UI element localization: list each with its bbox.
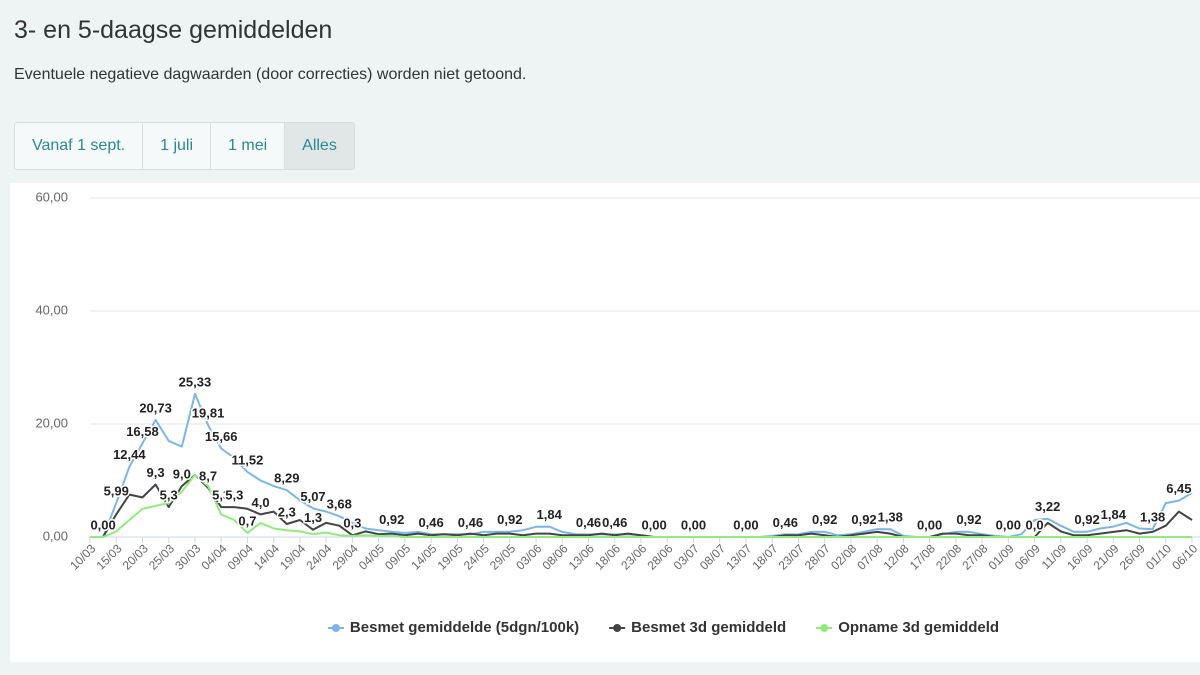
legend-label: Besmet gemiddelde (5dgn/100k) bbox=[350, 619, 579, 636]
data-label: 5,07 bbox=[300, 489, 325, 504]
data-label: 1,3 bbox=[304, 510, 322, 525]
data-label: 0,00 bbox=[641, 517, 666, 532]
y-tick-label: 40,00 bbox=[35, 302, 68, 317]
data-label: 0,00 bbox=[917, 517, 942, 532]
data-label: 0,92 bbox=[1074, 512, 1099, 527]
data-label: 2,3 bbox=[278, 504, 296, 519]
data-label: 5,99 bbox=[104, 484, 129, 499]
page-title: 3- en 5-daagse gemiddelden bbox=[14, 16, 333, 44]
data-label: 0,46 bbox=[602, 515, 627, 530]
data-label: 0,7 bbox=[238, 513, 256, 528]
data-label: 5,3 bbox=[225, 487, 243, 502]
data-label: 12,44 bbox=[113, 447, 146, 462]
legend-label: Besmet 3d gemiddeld bbox=[631, 619, 786, 636]
data-label: 0,46 bbox=[418, 515, 443, 530]
legend: Besmet gemiddelde (5dgn/100k) Besmet 3d g… bbox=[327, 619, 999, 636]
data-label: 6,45 bbox=[1166, 481, 1191, 496]
data-label: 0,00 bbox=[733, 517, 758, 532]
data-label: 3,68 bbox=[327, 497, 352, 512]
data-label: 4,0 bbox=[252, 495, 270, 510]
data-label: 9,3 bbox=[147, 465, 165, 480]
data-label: 0,92 bbox=[497, 512, 522, 527]
legend-swatch-marker bbox=[331, 624, 340, 632]
data-label: 19,81 bbox=[192, 406, 225, 421]
range-button[interactable]: 1 juli bbox=[143, 123, 212, 169]
data-label: 0,92 bbox=[812, 512, 837, 527]
legend-label: Opname 3d gemiddeld bbox=[838, 619, 999, 636]
y-tick-label: 20,00 bbox=[35, 415, 68, 430]
legend-item: Besmet 3d gemiddeld bbox=[609, 619, 786, 636]
range-button[interactable]: Alles bbox=[285, 123, 354, 169]
data-label: 1,38 bbox=[1140, 510, 1165, 525]
data-label: 0,92 bbox=[851, 512, 876, 527]
page-subtitle: Eventuele negatieve dagwaarden (door cor… bbox=[14, 66, 527, 83]
legend-swatch-marker bbox=[820, 624, 829, 632]
data-label: 0,0 bbox=[1026, 517, 1044, 532]
series-line bbox=[90, 473, 1192, 538]
data-label: 0,46 bbox=[576, 515, 601, 530]
data-label: 1,38 bbox=[878, 510, 903, 525]
data-label: 9,0 bbox=[173, 467, 191, 482]
data-label: 0,92 bbox=[379, 512, 404, 527]
chart-panel bbox=[10, 183, 1200, 662]
data-label: 0,46 bbox=[458, 515, 483, 530]
data-label: 1,84 bbox=[1101, 507, 1127, 522]
data-label: 20,73 bbox=[139, 400, 172, 415]
legend-swatch-marker bbox=[613, 624, 622, 632]
data-label: 1,84 bbox=[537, 507, 563, 522]
data-label: 8,7 bbox=[199, 468, 217, 483]
data-label: 0,00 bbox=[90, 517, 115, 532]
range-button[interactable]: 1 mei bbox=[211, 123, 286, 169]
data-label: 0,00 bbox=[996, 517, 1021, 532]
data-label: 0,3 bbox=[343, 516, 361, 531]
data-label: 0,92 bbox=[956, 512, 981, 527]
data-label: 16,58 bbox=[126, 424, 159, 439]
legend-item: Opname 3d gemiddeld bbox=[816, 619, 999, 636]
data-label: 11,52 bbox=[232, 452, 264, 467]
data-label: 8,29 bbox=[274, 471, 299, 486]
data-label: 15,66 bbox=[205, 429, 238, 444]
data-label: 25,33 bbox=[179, 374, 212, 389]
y-tick-label: 0,00 bbox=[43, 528, 68, 543]
range-buttons: Vanaf 1 sept. 1 juli 1 mei Alles bbox=[14, 122, 355, 170]
y-tick-label: 60,00 bbox=[35, 189, 68, 204]
range-button[interactable]: Vanaf 1 sept. bbox=[15, 123, 144, 169]
data-label: 3,22 bbox=[1035, 499, 1060, 514]
data-label: 5,3 bbox=[212, 487, 230, 502]
data-label: 0,00 bbox=[681, 517, 706, 532]
data-label: 0,46 bbox=[773, 515, 798, 530]
legend-item: Besmet gemiddelde (5dgn/100k) bbox=[327, 619, 579, 636]
data-label: 5,3 bbox=[160, 487, 178, 502]
